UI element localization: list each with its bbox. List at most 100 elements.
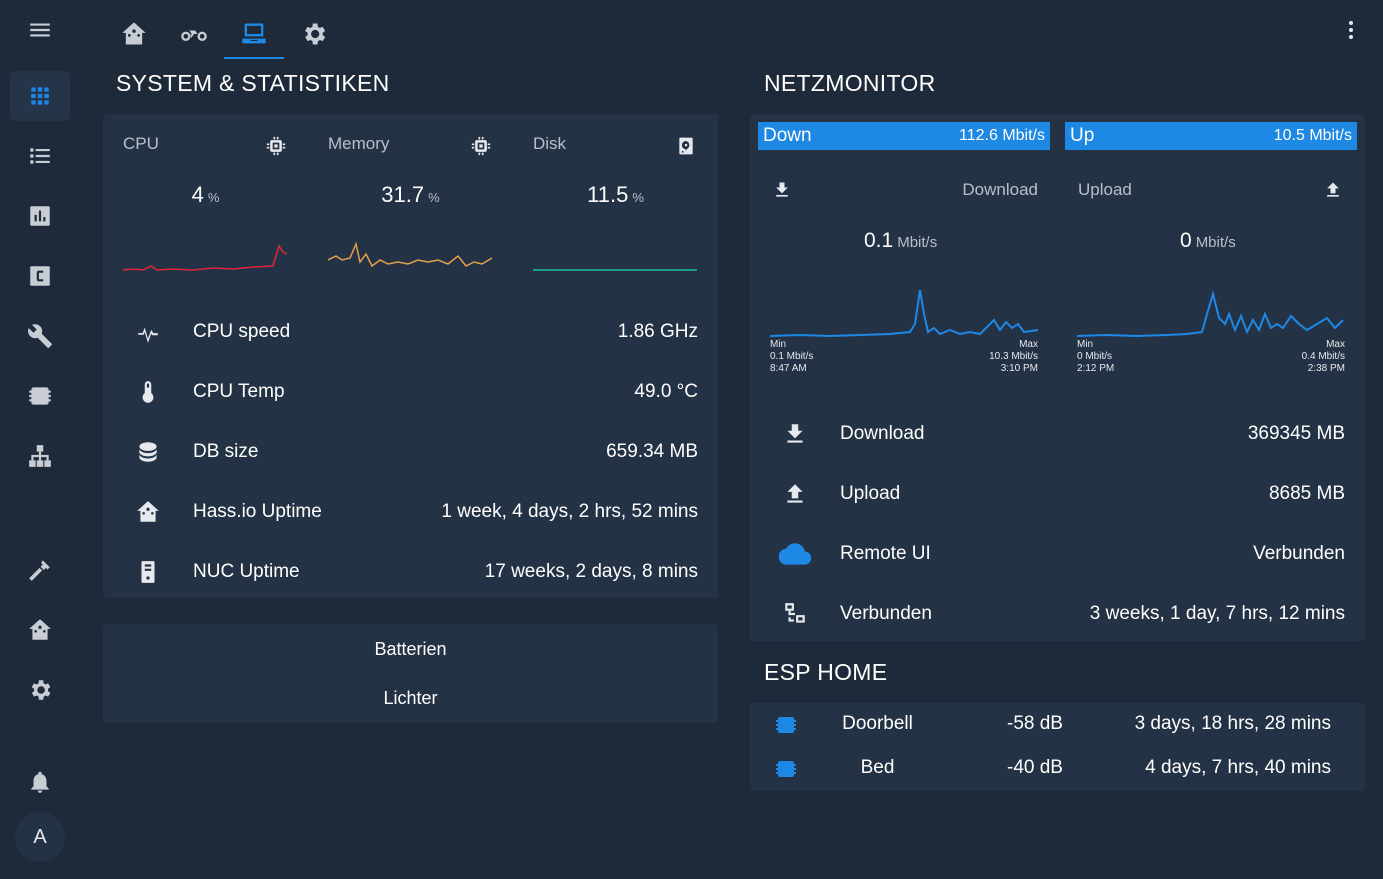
row-download-total[interactable]: Download 369345 MB [750,414,1365,454]
esp-section-title: ESP HOME [764,659,888,685]
download-min: Min 0.1 Mbit/s 8:47 AM [770,339,814,374]
home-assistant-icon [134,498,162,526]
sidebar-item-configuration[interactable] [10,665,70,715]
esp-device-signal: -58 dB [1007,713,1063,734]
esp-device-uptime: 3 days, 18 hrs, 28 mins [1134,713,1331,734]
wrench-icon [28,324,52,348]
tab-vehicle[interactable] [164,10,224,58]
down-bar-value: 112.6 Mbit/s [959,127,1045,144]
gauge-memory-title: Memory [328,134,390,153]
up-bar-label: Up [1070,125,1095,146]
tab-home[interactable] [104,10,164,58]
row-label: NUC Uptime [193,561,300,582]
grid-icon [31,87,49,105]
row-value: 1 week, 4 days, 2 hrs, 52 mins [441,501,698,522]
gauge-disk-title: Disk [533,134,567,153]
gauge-memory-sparkline [328,241,493,268]
home-assistant-icon [122,22,146,45]
row-label: DB size [193,441,259,462]
menu-icon [30,23,50,37]
gauge-cpu-title: CPU [123,134,159,153]
gauge-cpu-sparkline [123,244,288,271]
sidebar-item-esphome[interactable] [10,371,70,421]
row-connected[interactable]: Verbunden 3 weeks, 1 day, 7 hrs, 12 mins [750,594,1365,634]
list-icon [30,148,50,164]
esp-device-signal: -40 dB [1007,757,1063,778]
avatar-letter: A [33,825,47,848]
sidebar-item-logbook[interactable] [10,131,70,181]
gear-icon [305,23,326,45]
esp-card: Doorbell -58 dB 3 days, 18 hrs, 28 mins … [750,703,1365,791]
upload-graph-value: 0 Mbit/s [1180,229,1236,252]
pulse-icon [134,318,162,346]
buttons-card: Batterien Lichter [103,624,718,723]
row-nuc-uptime[interactable]: NUC Uptime 17 weeks, 2 days, 8 mins [103,552,718,592]
upload-icon [1327,182,1339,197]
row-value: 8685 MB [1268,483,1345,504]
row-cpu-speed[interactable]: CPU speed 1.86 GHz [103,312,718,352]
row-db-size[interactable]: DB size 659.34 MB [103,432,718,472]
sidebar-item-developer-tools[interactable] [10,545,70,595]
system-section-title: SYSTEM & STATISTIKEN [116,70,390,96]
sidebar-item-history[interactable] [10,191,70,241]
row-hassio-uptime[interactable]: Hass.io Uptime 1 week, 4 days, 2 hrs, 52… [103,492,718,532]
row-value: 369345 MB [1247,423,1345,444]
net-card: Down 112.6 Mbit/s Up 10.5 Mbit/s Downloa… [750,114,1365,641]
esp-device-name: Doorbell [842,713,913,734]
download-icon [781,420,809,448]
chip-icon [774,713,798,737]
esp-row-bed[interactable]: Bed -40 dB 4 days, 7 hrs, 40 mins [750,747,1365,791]
sidebar-item-tools[interactable] [10,311,70,361]
tab-system[interactable] [224,10,284,59]
upload-min: Min 0 Mbit/s 2:12 PM [1077,339,1115,374]
notifications-button[interactable] [10,757,70,807]
sidebar: A [0,0,80,879]
row-label: CPU speed [193,321,291,342]
menu-button[interactable] [10,5,70,55]
row-upload-total[interactable]: Upload 8685 MB [750,474,1365,514]
download-icon [776,182,788,197]
cloud-icon [778,540,812,568]
tab-settings[interactable] [284,10,344,58]
down-bar-label: Down [763,125,812,146]
upload-sparkline [1077,290,1344,338]
gauge-disk-value: 11.5% [587,182,644,207]
row-label: Hass.io Uptime [193,501,322,522]
more-menu-button[interactable] [1337,16,1365,44]
net-section-title: NETZMONITOR [764,70,936,96]
chart-icon [30,206,50,226]
chip-icon [29,387,51,405]
lichter-button[interactable]: Lichter [383,687,438,708]
up-bar-value: 10.5 Mbit/s [1273,127,1352,144]
row-label: Remote UI [840,543,931,564]
server-icon [134,558,162,586]
row-value: 3 weeks, 1 day, 7 hrs, 12 mins [1089,603,1345,624]
chip-icon [266,136,286,156]
laptop-icon [242,23,266,44]
download-sparkline [770,289,1039,338]
row-value: 17 weeks, 2 days, 8 mins [484,561,698,582]
upload-max: Max 0.4 Mbit/s 2:38 PM [1301,339,1345,374]
sidebar-item-configurator[interactable] [10,251,70,301]
top-bar [80,0,1383,62]
esp-row-doorbell[interactable]: Doorbell -58 dB 3 days, 18 hrs, 28 mins [750,703,1365,747]
sitemap-icon [29,445,51,467]
row-cpu-temp[interactable]: CPU Temp 49.0 °C [103,372,718,412]
gauge-memory-value: 31.7% [381,182,440,207]
sidebar-item-network[interactable] [10,431,70,481]
download-graph-title: Download [962,180,1038,199]
motorbike-icon [181,30,207,41]
harddisk-icon [676,136,696,156]
sidebar-item-supervisor[interactable] [10,605,70,655]
avatar[interactable]: A [15,812,65,862]
upload-graph-title: Upload [1078,180,1132,199]
gauge-disk-sparkline [533,269,697,271]
dots-vertical-icon [1349,21,1353,39]
batterien-button[interactable]: Batterien [374,638,447,659]
download-max: Max 10.3 Mbit/s 3:10 PM [989,339,1038,374]
lan-icon [781,600,809,628]
sidebar-item-overview[interactable] [10,71,70,121]
row-value: 49.0 °C [634,381,698,402]
row-remote-ui[interactable]: Remote UI Verbunden [750,534,1365,574]
upload-icon [781,480,809,508]
